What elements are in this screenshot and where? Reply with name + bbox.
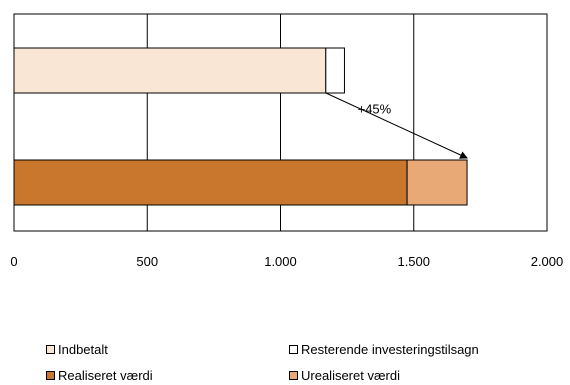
growth-label: +45% [358, 102, 392, 117]
growth-annotation: +45% [325, 92, 468, 159]
x-axis-ticks: 0 500 1.000 1.500 2.000 [10, 254, 563, 269]
x-tick-label-4: 2.000 [531, 254, 564, 269]
x-tick-label-3: 1.500 [397, 254, 430, 269]
growth-arrow [325, 92, 468, 159]
bar-0-segment-indbetalt [13, 47, 327, 94]
bar-1-segment-realiseret-v-rdi [13, 159, 408, 206]
plot-border [13, 13, 548, 232]
x-tick-label-2: 1.000 [264, 254, 297, 269]
x-tick-label-1: 500 [136, 254, 158, 269]
x-tick-label-0: 0 [10, 254, 17, 269]
bars [13, 47, 468, 206]
bar-0-segment-resterende-investeringstilsagn [325, 47, 345, 94]
bar-1-segment-urealiseret-v-rdi [406, 159, 468, 206]
